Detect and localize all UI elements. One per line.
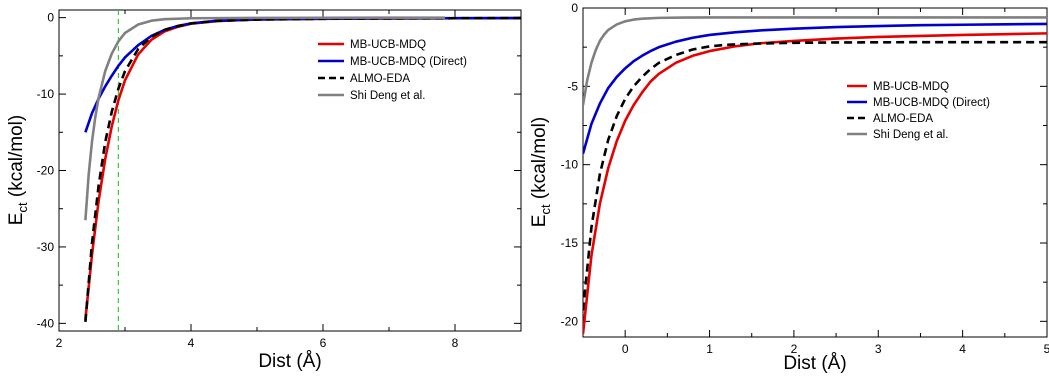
y-axis-label-main: E — [6, 213, 27, 226]
y-tick-label: -10 — [561, 158, 579, 172]
y-tick-label: -40 — [37, 316, 55, 330]
y-axis-label-sub: ct — [15, 202, 30, 213]
legend-label: ALMO-EDA — [350, 73, 410, 85]
y-axis-label-units: (kcal/mol) — [6, 115, 27, 203]
legend-label: Shi Deng et al. — [350, 90, 425, 102]
y-tick-label: -30 — [37, 240, 55, 254]
legend-label: MB-UCB-MDQ (Direct) — [350, 56, 467, 68]
y-tick-label: -20 — [561, 314, 579, 328]
x-tick-label: 1 — [706, 342, 713, 356]
legend: MB-UCB-MDQ MB-UCB-MDQ (Direct) ALMO-EDA Shi… — [847, 81, 990, 141]
plot-frame — [58, 9, 522, 332]
x-axis-label: Dist (Å) — [258, 351, 321, 372]
x-tick-label: 4 — [959, 342, 966, 356]
y-tick-label: -5 — [567, 79, 578, 93]
series-group — [84, 16, 521, 322]
series-group — [583, 16, 1047, 335]
series-line-2 — [583, 22, 1047, 155]
legend-label: Shi Deng et al. — [873, 129, 948, 141]
chart-panel-1: 2 4 6 8 0 -10 -20 -30 -40 MB-UCB-MDQ MB-UCB-MDQ (D… — [6, 9, 522, 372]
series-line-4 — [583, 16, 1047, 106]
series-line-3 — [583, 40, 1047, 311]
x-tick-label: 6 — [320, 336, 327, 350]
x-axis-label: Dist (Å) — [783, 353, 846, 374]
series-line-4 — [84, 16, 446, 221]
y-tick-label: 0 — [47, 11, 54, 25]
legend: MB-UCB-MDQ MB-UCB-MDQ (Direct) ALMO-EDA Shi… — [318, 39, 467, 102]
legend-label: MB-UCB-MDQ — [873, 81, 949, 93]
y-axis-label: Ect (kcal/mol) — [6, 115, 30, 225]
x-tick-label: 2 — [56, 336, 63, 350]
x-tick-label: 0 — [622, 342, 629, 356]
legend-label: MB-UCB-MDQ (Direct) — [873, 97, 990, 109]
legend-label: ALMO-EDA — [873, 113, 933, 125]
x-tick-label: 3 — [875, 342, 882, 356]
y-axis-label-sub: ct — [538, 204, 553, 215]
y-tick-label: 0 — [571, 1, 578, 15]
x-tick-label: 2 — [791, 342, 798, 356]
y-axis-label-units: (kcal/mol) — [529, 117, 550, 205]
x-tick-label: 8 — [452, 336, 459, 350]
y-axis-label: Ect (kcal/mol) — [529, 117, 553, 227]
y-tick-label: -15 — [561, 236, 579, 250]
x-tick-label: 4 — [188, 336, 195, 350]
y-tick-label: -10 — [37, 87, 55, 101]
legend-label: MB-UCB-MDQ — [350, 39, 426, 51]
plot-frame — [582, 7, 1048, 338]
series-line-1 — [583, 32, 1047, 335]
y-tick-label: -20 — [37, 164, 55, 178]
y-axis-label-main: E — [529, 215, 550, 228]
chart-panel-2: 0 1 2 3 4 5 0 -5 -10 -15 -20 MB-UCB-MDQ MB-UCB-MDQ (… — [529, 1, 1049, 374]
x-tick-label: 5 — [1044, 342, 1049, 356]
